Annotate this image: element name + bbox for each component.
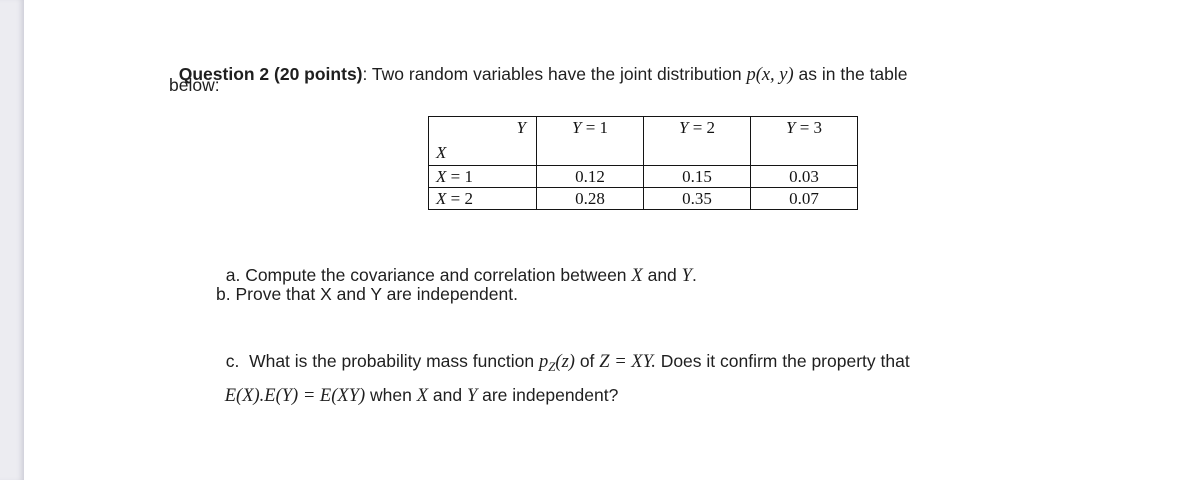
cell-x1-y3: 0.03 (750, 165, 858, 188)
joint-distribution-math: p(x, y) (746, 65, 794, 85)
pmf-argument: (z) (555, 352, 575, 372)
cell-x1-y2: 0.15 (643, 165, 751, 188)
pmf-subscript: Z (548, 359, 556, 374)
part-a-var-y: Y (681, 266, 692, 286)
cell-x2-y1: 0.28 (536, 187, 644, 210)
question-intro-text: : Two random variables have the joint di… (362, 64, 747, 84)
question-intro-tail: as in the table (793, 64, 908, 84)
part-c-lead: c. What is the probability mass function (225, 351, 539, 371)
part-a-text: a. Compute the covariance and correlatio… (225, 265, 632, 285)
table-row-x1: X = 1 0.12 0.15 0.03 (428, 165, 858, 188)
table-header-y2: Y = 2 (643, 116, 751, 166)
row-label-x1: X = 1 (428, 165, 537, 188)
table-header-y1: Y = 1 (536, 116, 644, 166)
part-a: a. Compute the covariance and correlatio… (225, 265, 697, 286)
table-row-x2: X = 2 0.28 0.35 0.07 (428, 187, 858, 210)
table-header-row: Y X Y = 1 Y = 2 Y = 3 (428, 116, 858, 166)
z-equation: Z = XY. (599, 352, 656, 372)
corner-y-label: Y (516, 118, 526, 137)
part-a-var-x: X (631, 266, 643, 286)
table-corner-cell: Y X (428, 116, 537, 166)
question-number-label: Question 2 (20 points) (178, 64, 363, 84)
table-header-y3: Y = 3 (750, 116, 858, 166)
part-c-tail: Does it confirm the property that (655, 351, 910, 371)
cell-x2-y2: 0.35 (643, 187, 751, 210)
row-label-x2: X = 2 (428, 187, 537, 210)
question-title-line2: below: (169, 75, 220, 95)
part-c-var-y: Y (466, 386, 478, 406)
part-c-line1: c. What is the probability mass function… (225, 351, 910, 374)
cell-x1-y1: 0.12 (536, 165, 644, 188)
question-title-line1: Question 2 (20 points): Two random varia… (169, 38, 908, 87)
part-b: b. Prove that X and Y are independent. (216, 284, 518, 304)
part-c-line2: E(X).E(Y) = E(XY) when X and Y are indep… (224, 385, 619, 406)
pmf-base: p (538, 352, 549, 372)
cell-x2-y3: 0.07 (750, 187, 858, 210)
part-c-end: are independent? (477, 385, 619, 405)
part-c-var-x: X (416, 386, 429, 406)
left-gutter (0, 0, 24, 480)
corner-x-label: X (436, 143, 447, 162)
expectation-equation: E(X).E(Y) = E(XY) (224, 386, 366, 406)
joint-distribution-table: Y X Y = 1 Y = 2 Y = 3 X = 1 0.12 0.15 0.… (428, 116, 858, 210)
